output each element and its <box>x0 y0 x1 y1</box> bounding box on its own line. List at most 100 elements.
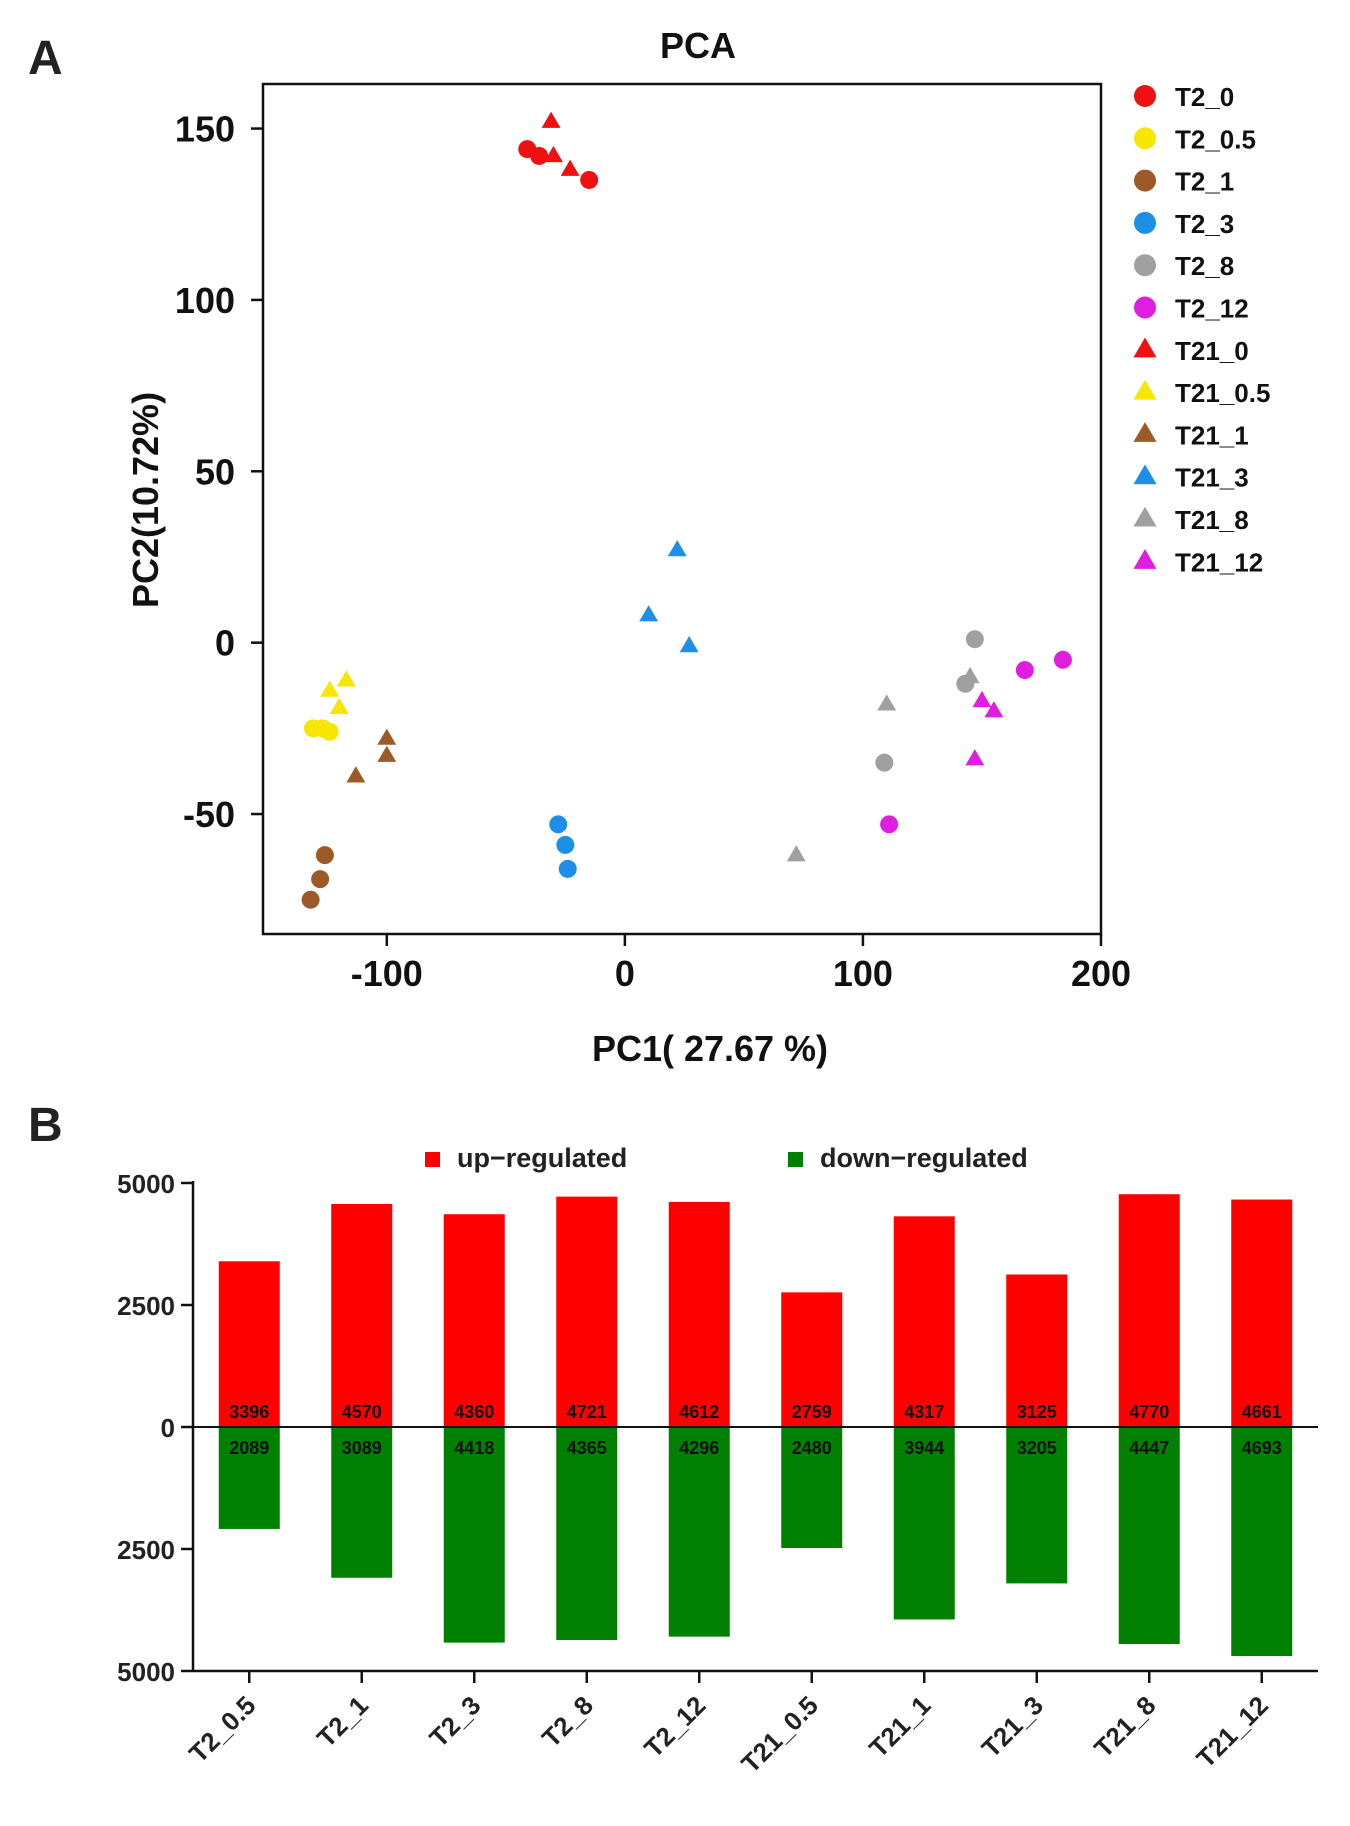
pca-legend-marker <box>1134 127 1156 150</box>
pca-point <box>965 749 985 766</box>
up-bar-value-label: 2759 <box>792 1402 832 1422</box>
up-bar <box>893 1216 955 1427</box>
up-bar <box>1231 1199 1293 1427</box>
panel-label-b: B <box>28 1099 63 1152</box>
deg-bar-chart: up−regulated down−regulated 3396 2089 4570 3… <box>117 1143 1318 1779</box>
pca-point <box>336 670 356 687</box>
pca-y-tick-label: 100 <box>175 280 235 321</box>
pca-legend-label: T21_1 <box>1175 420 1249 450</box>
pca-point <box>530 146 549 165</box>
pca-point <box>556 835 575 854</box>
pca-legend-marker <box>1134 296 1156 319</box>
up-bar-value-label: 4612 <box>679 1402 719 1422</box>
pca-point <box>549 815 568 834</box>
down-bar <box>1231 1427 1293 1657</box>
up-bar <box>331 1203 393 1427</box>
pca-point <box>329 697 349 714</box>
down-bar-value-label: 4693 <box>1242 1438 1282 1458</box>
bar-legend-label: up−regulated <box>457 1143 627 1173</box>
bar-x-tick-label: T2_3 <box>423 1690 486 1753</box>
up-bar-value-label: 4721 <box>567 1402 607 1422</box>
pca-point <box>1053 650 1072 669</box>
up-bar <box>218 1261 280 1427</box>
up-bar-value-label: 4661 <box>1242 1402 1282 1422</box>
down-bar <box>668 1427 730 1637</box>
down-bar-value-label: 3089 <box>342 1438 382 1458</box>
pca-x-axis-label: PC1( 27.67 %) <box>592 1028 828 1069</box>
up-bar-value-label: 4317 <box>904 1402 944 1422</box>
down-bar <box>443 1427 505 1643</box>
pca-point <box>541 111 561 128</box>
pca-point <box>639 605 659 622</box>
up-bar <box>556 1196 618 1427</box>
pca-point <box>543 145 563 163</box>
pca-legend-label: T21_0 <box>1175 336 1249 366</box>
pca-point <box>1015 661 1034 680</box>
pca-point <box>880 815 899 834</box>
pca-y-tick-label: 0 <box>215 623 235 664</box>
pca-legend-marker <box>1134 254 1156 277</box>
pca-plot-frame <box>261 82 1103 936</box>
pca-x-tick-label: 200 <box>1071 953 1131 994</box>
down-bar <box>331 1427 393 1578</box>
bar-x-tick-label: T2_8 <box>536 1690 599 1753</box>
down-bar-value-label: 4447 <box>1129 1438 1169 1458</box>
pca-y-tick-label: 50 <box>195 451 235 492</box>
bar-y-tick-label: 2500 <box>117 1535 175 1565</box>
up-bar-value-label: 3396 <box>229 1402 269 1422</box>
down-bar-value-label: 4296 <box>679 1438 719 1458</box>
pca-legend-label: T21_8 <box>1175 505 1249 535</box>
pca-legend-label: T2_1 <box>1175 167 1234 197</box>
pca-y-axis-label: PC2(10.72%) <box>125 392 166 608</box>
down-bar <box>1118 1427 1180 1645</box>
down-bar <box>893 1427 955 1620</box>
pca-legend-label: T21_0.5 <box>1175 378 1270 408</box>
pca-x-tick-label: -100 <box>351 953 423 994</box>
pca-point <box>877 694 897 711</box>
pca-legend-marker <box>1133 337 1157 358</box>
pca-y-tick-label: -50 <box>183 794 235 835</box>
up-bar-value-label: 4360 <box>454 1402 494 1422</box>
pca-legend-marker <box>1133 422 1157 442</box>
up-bar-value-label: 4770 <box>1129 1402 1169 1422</box>
down-bar <box>556 1427 618 1641</box>
pca-point <box>875 753 894 772</box>
up-bar-value-label: 4570 <box>342 1402 382 1422</box>
up-bar <box>1118 1194 1180 1427</box>
bar-x-tick-label: T21_1 <box>863 1690 936 1763</box>
pca-point <box>377 728 397 745</box>
panel-label-a: A <box>28 32 63 85</box>
pca-point <box>558 859 577 878</box>
pca-point <box>972 690 992 708</box>
pca-point <box>667 540 687 557</box>
pca-point <box>560 159 580 176</box>
pca-legend-label: T2_12 <box>1175 294 1249 324</box>
up-bar-value-label: 3125 <box>1017 1402 1057 1422</box>
pca-point <box>346 766 366 783</box>
up-bar <box>443 1214 505 1427</box>
pca-point <box>679 636 699 653</box>
pca-legend-marker <box>1134 169 1156 192</box>
bar-x-tick-label: T2_12 <box>638 1690 711 1763</box>
pca-scatter-chart: PCA PC1( 27.67 %) PC2(10.72%) -100 0 100 20… <box>125 25 1270 1069</box>
bar-x-tick-label: T21_8 <box>1088 1690 1161 1763</box>
pca-x-tick-label: 0 <box>615 953 635 994</box>
up-bar <box>668 1201 730 1427</box>
bar-x-tick-label: T2_1 <box>311 1690 374 1753</box>
pca-legend-label: T21_12 <box>1175 547 1263 577</box>
pca-point <box>960 666 980 684</box>
bar-legend-swatch <box>788 1152 803 1167</box>
pca-point <box>786 845 806 862</box>
pca-legend-label: T21_3 <box>1175 463 1249 493</box>
pca-legend-marker <box>1134 211 1156 234</box>
down-bar-value-label: 4418 <box>454 1438 494 1458</box>
up-bar <box>781 1292 843 1427</box>
pca-point <box>320 722 339 741</box>
pca-point <box>311 870 330 889</box>
pca-point <box>580 170 599 189</box>
pca-x-tick-label: 100 <box>833 953 893 994</box>
bar-x-tick-label: T21_3 <box>976 1690 1049 1763</box>
pca-legend-label: T2_3 <box>1175 209 1234 239</box>
down-bar <box>781 1427 843 1549</box>
